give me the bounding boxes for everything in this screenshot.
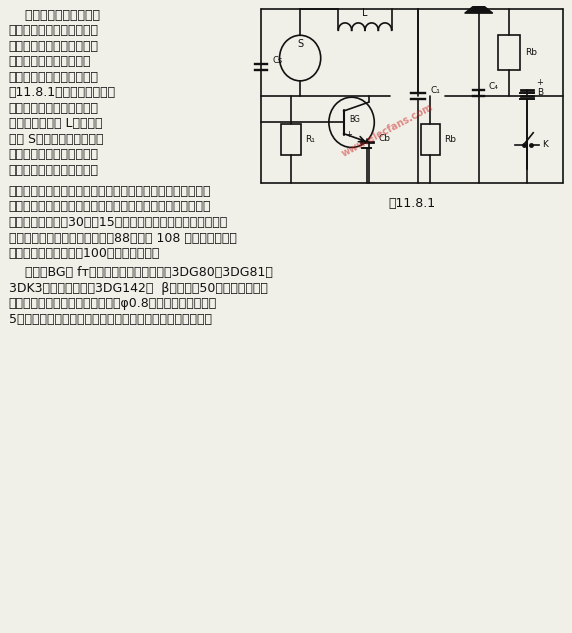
Text: 放大，所以不会产生音频信号的波形畚变；同时，电容式话筒: 放大，所以不会产生音频信号的波形畚变；同时，电容式话筒 (9, 201, 211, 213)
Text: 求传声质量较高的地方。例: 求传声质量较高的地方。例 (9, 40, 98, 53)
Text: 图11.8.1: 图11.8.1 (388, 197, 436, 210)
Text: Cb: Cb (379, 134, 390, 143)
Text: 图11.8.1是高传真无线话筒: 图11.8.1是高传真无线话筒 (9, 86, 116, 99)
Text: 的频率响应很宽（30赫至15千赫），这个条件有效地保证了高: 的频率响应很宽（30赫至15千赫），这个条件有效地保证了高 (9, 216, 228, 229)
Text: L: L (362, 8, 368, 18)
Text: C₄: C₄ (489, 82, 499, 91)
Text: 话筒 S的电容量决定。当话: 话筒 S的电容量决定。当话 (9, 133, 103, 146)
Text: 如，电化教育、剧场、舞: 如，电化教育、剧场、舞 (9, 55, 91, 68)
Text: R₁: R₁ (305, 135, 315, 144)
Text: 而变化，利用它就可以实现: 而变化，利用它就可以实现 (9, 164, 98, 177)
Text: 晶体管BG的 fᴛ应尽量选得高一些，可用3DG80、3DG81、: 晶体管BG的 fᴛ应尽量选得高一些，可用3DG80、3DG81、 (9, 266, 272, 279)
Text: K: K (542, 141, 548, 149)
Text: 普通的调频收音机可在100米距离内接收。: 普通的调频收音机可在100米距离内接收。 (9, 247, 160, 260)
Text: S: S (297, 39, 303, 49)
Text: Rb: Rb (525, 48, 537, 58)
Text: +: + (536, 78, 543, 87)
Text: 5毫米的高频骨架上平绕四圈，并用维缘蜡封围，防止振动引: 5毫米的高频骨架上平绕四圈，并用维缘蜡封围，防止振动引 (9, 313, 212, 326)
Bar (498, 35, 519, 70)
Text: +: + (345, 130, 352, 139)
Text: 筒可用小型的驻极体话筒。电感用φ0.8毫米的漆包线在直径: 筒可用小型的驻极体话筒。电感用φ0.8毫米的漆包线在直径 (9, 298, 217, 310)
Text: Rb: Rb (444, 135, 456, 144)
Text: 的电原理图。高频振赕器的: 的电原理图。高频振赕器的 (9, 102, 98, 115)
Text: 高传真无线话筒的特点: 高传真无线话筒的特点 (9, 9, 100, 22)
Bar (281, 124, 301, 155)
Text: 台、广播电台等地方使用。: 台、广播电台等地方使用。 (9, 71, 98, 84)
Text: BG: BG (349, 115, 360, 124)
Text: B: B (537, 89, 543, 97)
Text: 3DK3等管子，图中为3DG142，  β値要求在50以上。电容式话: 3DK3等管子，图中为3DG142， β値要求在50以上。电容式话 (9, 282, 267, 295)
Text: 振赕频率由电感 L和电容式: 振赕频率由电感 L和电容式 (9, 117, 102, 130)
Text: Cs: Cs (272, 56, 283, 65)
Bar (420, 124, 440, 155)
Polygon shape (464, 2, 492, 13)
Text: 筒的电容量随着话音的强弱: 筒的电容量随着话音的强弱 (9, 148, 98, 161)
Text: 传真要求的实现。发射频率选在88兆赫至 108 兆赫范围内，用: 传真要求的实现。发射频率选在88兆赫至 108 兆赫范围内，用 (9, 232, 236, 244)
Text: www.elecfans.com: www.elecfans.com (339, 102, 434, 159)
Text: 调频，调频后的信号由天线向外发射。这个电路由于没有低频: 调频，调频后的信号由天线向外发射。这个电路由于没有低频 (9, 185, 211, 198)
Text: C₁: C₁ (431, 85, 440, 94)
Text: 是传声保真度高，适用于要: 是传声保真度高，适用于要 (9, 24, 98, 37)
